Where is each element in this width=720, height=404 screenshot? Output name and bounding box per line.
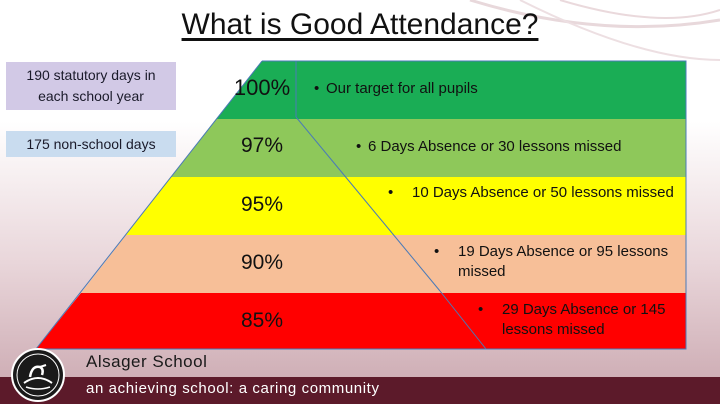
non-school-days-box: 175 non-school days <box>6 131 176 157</box>
statutory-days-text: 190 statutory days in each school year <box>26 67 156 104</box>
band-95 <box>126 177 686 235</box>
band-85 <box>36 293 686 349</box>
percent-85: 85% <box>240 309 284 332</box>
bullet-icon: • <box>388 184 394 201</box>
non-school-days-text: 175 non-school days <box>26 135 156 152</box>
page-title: What is Good Attendance? <box>181 8 539 41</box>
description-97-text: 6 Days Absence or 30 lessons missed <box>368 138 622 155</box>
percent-90: 90% <box>240 251 284 274</box>
percent-100: 100% <box>233 75 291 100</box>
description-85-text: 29 Days Absence or 145 lessons missed <box>502 301 666 338</box>
description-95-text: 10 Days Absence or 50 lessons missed <box>412 184 674 201</box>
bullet-icon: • <box>434 243 440 260</box>
school-logo-icon <box>11 348 65 402</box>
bullet-icon: • <box>314 80 320 97</box>
bullet-icon: • <box>356 138 362 155</box>
school-name: Alsager School <box>86 352 208 371</box>
description-97: • 6 Days Absence or 30 lessons missed <box>356 137 682 157</box>
description-90: • 19 Days Absence or 95 lessons missed <box>434 242 680 282</box>
band-90 <box>81 235 686 293</box>
band-97 <box>171 119 686 177</box>
footer-bar <box>0 377 720 404</box>
description-100-text: Our target for all pupils <box>326 80 478 97</box>
description-90-text: 19 Days Absence or 95 lessons missed <box>458 243 669 280</box>
description-95: • 10 Days Absence or 50 lessons missed <box>388 183 682 203</box>
school-motto: an achieving school: a caring community <box>86 380 380 397</box>
percent-97: 97% <box>240 134 284 157</box>
percent-95: 95% <box>240 193 284 216</box>
statutory-days-box: 190 statutory days in each school year <box>6 62 176 110</box>
description-85: • 29 Days Absence or 145 lessons missed <box>478 300 682 340</box>
bullet-icon: • <box>478 301 484 318</box>
description-100: • Our target for all pupils <box>314 79 674 99</box>
band-100 <box>216 61 686 119</box>
